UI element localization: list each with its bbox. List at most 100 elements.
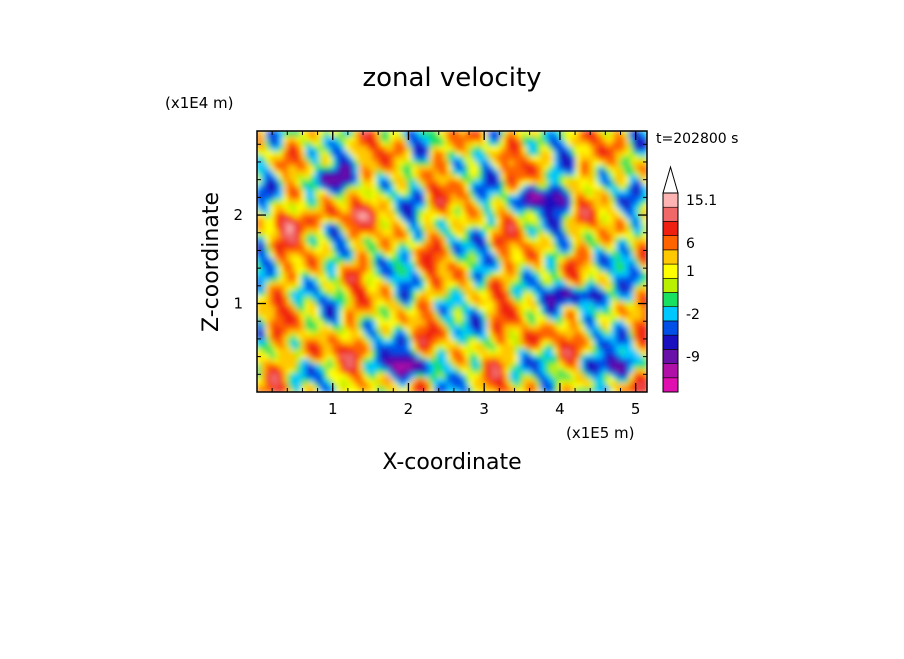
field-cell — [575, 178, 582, 185]
field-cell — [265, 362, 271, 369]
field-cell — [535, 314, 542, 321]
field-cell — [473, 367, 480, 374]
field-cell — [580, 174, 586, 181]
field-cell — [593, 294, 599, 301]
field-cell — [611, 169, 617, 176]
field-cell — [522, 294, 529, 301]
field-cell — [540, 280, 546, 287]
field-cell — [619, 280, 626, 287]
field-cell — [500, 236, 506, 243]
field-cell — [287, 294, 294, 301]
field-cell — [544, 323, 551, 330]
field-cell — [340, 140, 347, 147]
field-cell — [469, 145, 475, 152]
field-cell — [624, 314, 630, 321]
field-cell — [305, 261, 311, 268]
field-cell — [478, 294, 484, 301]
field-cell — [398, 290, 404, 297]
field-cell — [584, 372, 591, 379]
field-cell — [549, 357, 555, 364]
field-cell — [358, 188, 365, 195]
field-cell — [287, 348, 294, 355]
field-cell — [504, 232, 511, 239]
field-cell — [562, 338, 568, 345]
field-cell — [624, 135, 630, 142]
field-cell — [269, 333, 276, 340]
field-cell — [340, 135, 347, 142]
field-cell — [531, 256, 537, 263]
field-cell — [420, 203, 427, 210]
field-cell — [265, 207, 271, 214]
field-cell — [389, 241, 396, 248]
field-cell — [265, 261, 271, 268]
field-cell — [416, 299, 422, 306]
field-cell — [296, 314, 303, 321]
field-cell — [611, 343, 617, 350]
field-cell — [460, 372, 466, 379]
field-cell — [571, 314, 577, 321]
field-cell — [283, 299, 289, 306]
field-cell — [265, 169, 271, 176]
field-cell — [416, 275, 422, 282]
field-cell — [393, 357, 400, 364]
field-cell — [389, 343, 396, 350]
field-cell — [544, 154, 551, 161]
field-cell — [260, 362, 267, 369]
field-cell — [535, 251, 542, 258]
field-cell — [615, 149, 622, 156]
field-cell — [380, 183, 387, 190]
field-cell — [549, 280, 555, 287]
field-cell — [349, 304, 356, 311]
field-cell — [433, 372, 440, 379]
field-cell — [491, 140, 498, 147]
field-cell — [540, 377, 546, 384]
field-cell — [407, 338, 413, 345]
field-cell — [642, 314, 647, 321]
field-cell — [358, 159, 365, 166]
field-cell — [296, 236, 303, 243]
field-cell — [291, 251, 298, 258]
field-cell — [385, 246, 391, 253]
field-cell — [398, 352, 404, 359]
field-cell — [278, 174, 285, 181]
field-cell — [549, 314, 555, 321]
field-cell — [460, 275, 466, 282]
field-cell — [544, 290, 551, 297]
field-cell — [318, 323, 325, 330]
field-cell — [584, 169, 591, 176]
field-cell — [429, 352, 435, 359]
field-cell — [597, 314, 604, 321]
field-cell — [624, 212, 630, 219]
field-cell — [464, 212, 471, 219]
field-cell — [416, 309, 422, 316]
field-cell — [517, 227, 524, 234]
field-cell — [553, 367, 560, 374]
field-cell — [575, 149, 582, 156]
field-cell — [322, 164, 329, 171]
field-cell — [517, 309, 524, 316]
field-cell — [274, 154, 280, 161]
field-cell — [535, 232, 542, 239]
field-cell — [500, 222, 506, 229]
field-cell — [345, 174, 351, 181]
field-cell — [495, 256, 502, 263]
field-cell — [531, 154, 537, 161]
field-cell — [557, 261, 564, 268]
field-cell — [522, 217, 529, 224]
field-cell — [513, 319, 520, 326]
field-cell — [540, 178, 546, 185]
field-cell — [367, 251, 373, 258]
field-cell — [571, 256, 577, 263]
field-cell — [300, 348, 307, 355]
field-cell — [380, 135, 387, 142]
field-cell — [416, 348, 422, 355]
field-cell — [619, 212, 626, 219]
field-cell — [486, 131, 493, 137]
field-cell — [517, 290, 524, 297]
field-cell — [322, 328, 329, 335]
field-cell — [562, 207, 568, 214]
field-cell — [460, 299, 466, 306]
field-cell — [438, 227, 444, 234]
field-cell — [588, 227, 595, 234]
field-cell — [309, 290, 316, 297]
